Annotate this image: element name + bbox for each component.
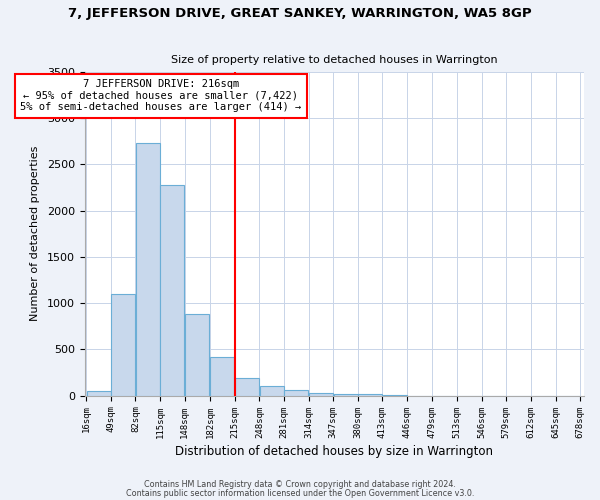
Text: 7 JEFFERSON DRIVE: 216sqm
← 95% of detached houses are smaller (7,422)
5% of sem: 7 JEFFERSON DRIVE: 216sqm ← 95% of detac…: [20, 79, 301, 112]
Text: 7, JEFFERSON DRIVE, GREAT SANKEY, WARRINGTON, WA5 8GP: 7, JEFFERSON DRIVE, GREAT SANKEY, WARRIN…: [68, 8, 532, 20]
Bar: [111, 294, 135, 396]
Bar: [86, 391, 110, 396]
Text: Contains public sector information licensed under the Open Government Licence v3: Contains public sector information licen…: [126, 488, 474, 498]
Bar: [136, 143, 160, 396]
Bar: [185, 314, 209, 396]
Bar: [235, 378, 259, 396]
Bar: [358, 394, 382, 396]
Bar: [284, 390, 308, 396]
Bar: [334, 394, 358, 396]
Bar: [309, 394, 333, 396]
X-axis label: Distribution of detached houses by size in Warrington: Distribution of detached houses by size …: [175, 444, 493, 458]
Bar: [160, 184, 184, 396]
Bar: [260, 386, 284, 396]
Y-axis label: Number of detached properties: Number of detached properties: [30, 146, 40, 322]
Bar: [383, 394, 407, 396]
Text: Contains HM Land Registry data © Crown copyright and database right 2024.: Contains HM Land Registry data © Crown c…: [144, 480, 456, 489]
Bar: [211, 356, 235, 396]
Title: Size of property relative to detached houses in Warrington: Size of property relative to detached ho…: [171, 56, 497, 66]
